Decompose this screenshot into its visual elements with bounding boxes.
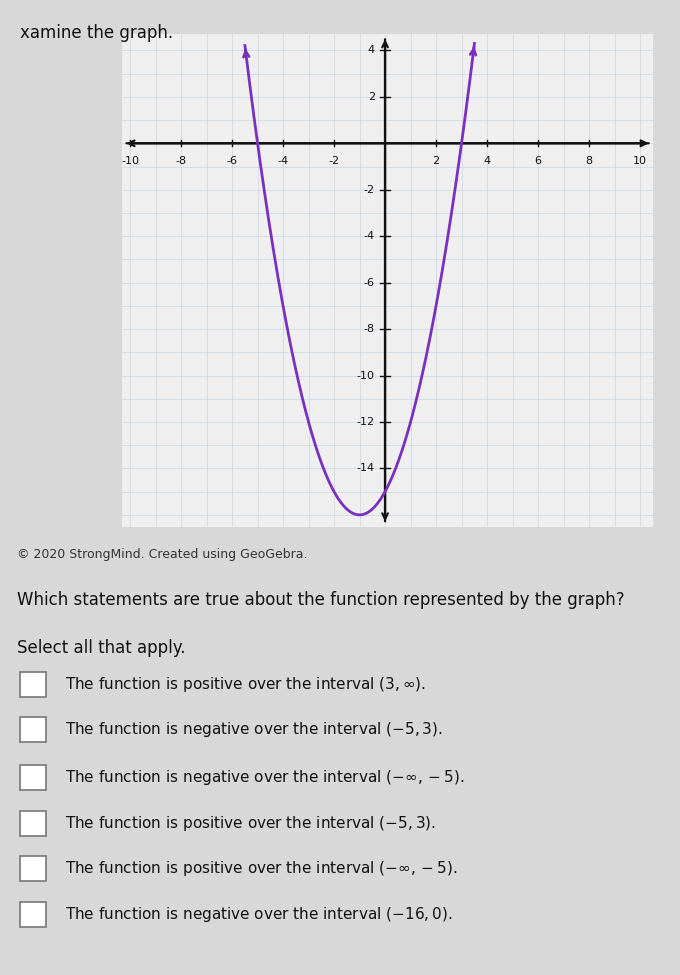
FancyBboxPatch shape	[20, 718, 46, 742]
Text: -10: -10	[357, 370, 375, 380]
Text: xamine the graph.: xamine the graph.	[20, 24, 173, 42]
Text: -2: -2	[328, 156, 339, 166]
Text: © 2020 StrongMind. Created using GeoGebra.: © 2020 StrongMind. Created using GeoGebr…	[17, 548, 307, 561]
FancyBboxPatch shape	[20, 856, 46, 881]
Text: 2: 2	[368, 92, 375, 101]
Text: The function is negative over the interval $(-\infty, -5)$.: The function is negative over the interv…	[65, 768, 464, 787]
Text: -4: -4	[364, 231, 375, 241]
Text: 10: 10	[633, 156, 647, 166]
Text: -10: -10	[121, 156, 139, 166]
Text: 6: 6	[534, 156, 541, 166]
Text: -6: -6	[364, 278, 375, 288]
FancyBboxPatch shape	[20, 765, 46, 790]
Text: 4: 4	[483, 156, 490, 166]
Text: 8: 8	[585, 156, 592, 166]
Text: The function is negative over the interval $(-16, 0)$.: The function is negative over the interv…	[65, 905, 452, 923]
FancyBboxPatch shape	[20, 810, 46, 836]
Text: The function is negative over the interval $(-5, 3)$.: The function is negative over the interv…	[65, 721, 443, 739]
Text: -8: -8	[364, 324, 375, 334]
Text: -4: -4	[277, 156, 288, 166]
Text: 4: 4	[368, 46, 375, 56]
Text: The function is positive over the interval $(-5, 3)$.: The function is positive over the interv…	[65, 814, 435, 833]
Text: Which statements are true about the function represented by the graph?: Which statements are true about the func…	[17, 591, 625, 609]
Text: The function is positive over the interval $(-\infty, -5)$.: The function is positive over the interv…	[65, 859, 457, 878]
Text: -12: -12	[357, 417, 375, 427]
Text: The function is positive over the interval $(3, \infty)$.: The function is positive over the interv…	[65, 675, 426, 694]
Text: -6: -6	[226, 156, 237, 166]
Text: -2: -2	[364, 184, 375, 195]
Text: -14: -14	[357, 463, 375, 474]
Text: Select all that apply.: Select all that apply.	[17, 639, 186, 657]
FancyBboxPatch shape	[20, 902, 46, 927]
FancyBboxPatch shape	[20, 672, 46, 697]
Text: -8: -8	[175, 156, 186, 166]
Text: 2: 2	[432, 156, 439, 166]
